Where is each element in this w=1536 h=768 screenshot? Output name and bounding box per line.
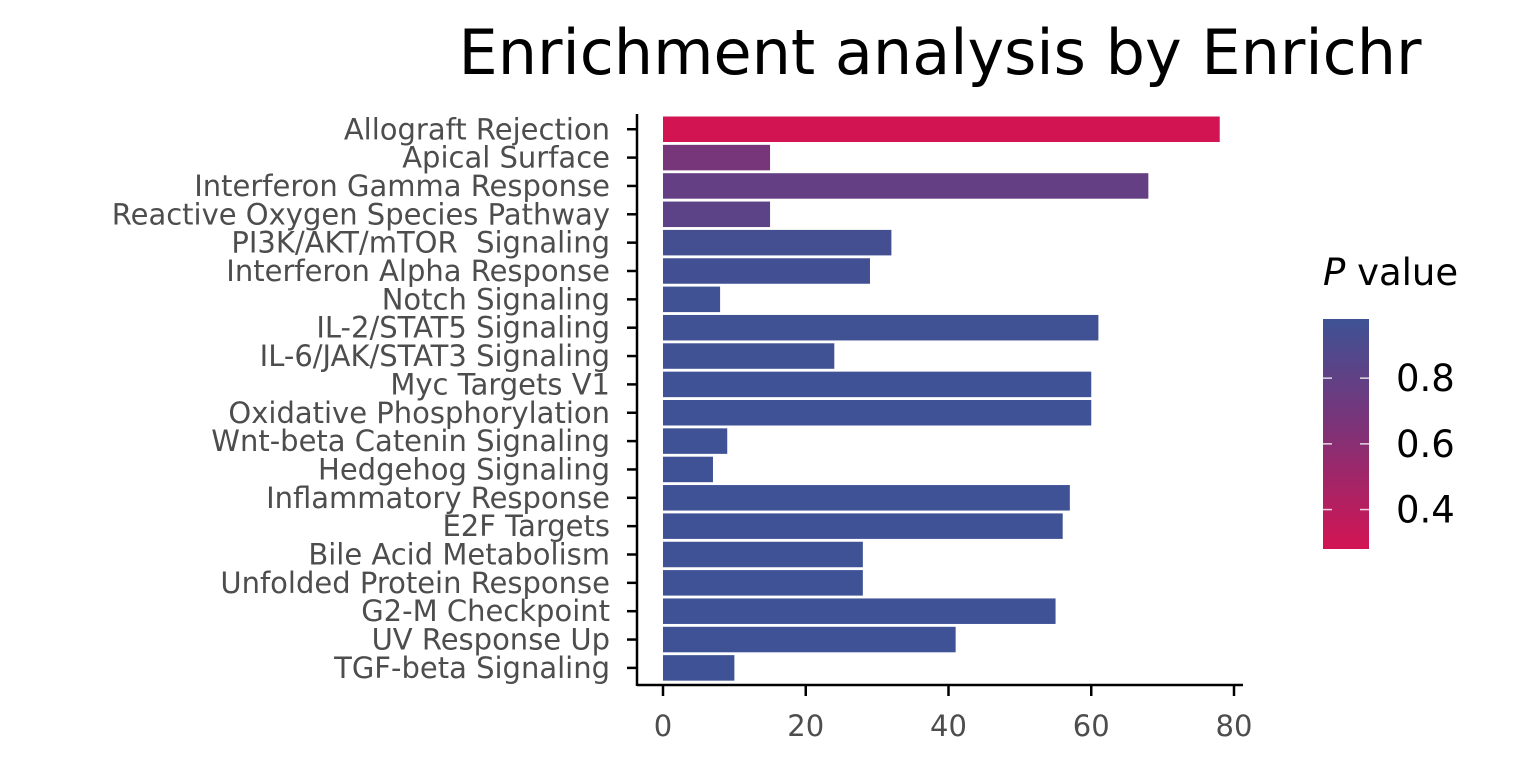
category-label: Oxidative Phosphorylation (228, 396, 610, 430)
legend-tick-label: 0.6 (1396, 423, 1455, 466)
bar (663, 570, 863, 596)
category-label: Wnt-beta Catenin Signaling (211, 424, 610, 458)
category-label: Interferon Gamma Response (194, 169, 610, 203)
bar (663, 258, 870, 284)
category-label: Interferon Alpha Response (226, 254, 610, 288)
legend-tick-label: 0.8 (1396, 357, 1455, 400)
category-label: E2F Targets (442, 509, 610, 543)
bar (663, 626, 956, 653)
bar (663, 598, 1056, 624)
legend-ticks: 0.4 0.6 0.8 (1323, 357, 1455, 532)
chart-title: Enrichment analysis by Enrichr (459, 16, 1422, 89)
category-label: Inflammatory Response (266, 481, 610, 515)
category-label: Apical Surface (402, 141, 610, 175)
category-label: TGF-beta Signaling (333, 651, 610, 685)
category-label: Bile Acid Metabolism (308, 538, 610, 572)
bar (663, 371, 1092, 398)
bar (663, 485, 1070, 511)
bars-group (663, 116, 1220, 681)
category-label: IL-6/JAK/STAT3 Signaling (260, 339, 610, 373)
pvalue-legend: P value 0.4 0.6 0.8 (1323, 251, 1458, 549)
bar (663, 541, 863, 568)
bar (663, 229, 892, 256)
category-label: G2-M Checkpoint (361, 594, 610, 628)
x-axis-ticks: 0 20 40 60 80 (654, 685, 1253, 743)
category-label: PI3K/AKT/mTOR Signaling (231, 226, 610, 260)
legend-tick-label: 0.4 (1396, 489, 1455, 532)
bar (663, 116, 1220, 142)
x-tick-label: 20 (787, 709, 824, 743)
x-tick-label: 0 (654, 709, 672, 743)
bar (663, 456, 713, 483)
legend-colorbar (1323, 319, 1369, 549)
category-label: IL-2/STAT5 Signaling (316, 311, 610, 345)
bar (663, 144, 771, 171)
bar (663, 173, 1149, 199)
y-axis-ticks (627, 128, 637, 670)
x-tick-label: 80 (1216, 709, 1253, 743)
category-label: Unfolded Protein Response (220, 566, 610, 600)
bar (663, 428, 728, 454)
legend-title-p: P (1323, 251, 1346, 294)
category-label: Myc Targets V1 (390, 367, 610, 401)
bar (663, 201, 771, 228)
legend-title: P value (1323, 251, 1458, 294)
bar (663, 513, 1063, 539)
category-label: UV Response Up (372, 623, 610, 657)
bar (663, 286, 721, 313)
bar (663, 314, 1099, 341)
bar (663, 343, 835, 369)
legend-title-value: value (1345, 251, 1458, 294)
category-label: Allograft Rejection (344, 112, 610, 146)
x-tick-label: 60 (1073, 709, 1110, 743)
category-label: Reactive Oxygen Species Pathway (112, 197, 610, 231)
category-label: Notch Signaling (382, 282, 610, 316)
bar (663, 400, 1092, 426)
x-tick-label: 40 (930, 709, 967, 743)
bar (663, 655, 735, 681)
category-label: Hedgehog Signaling (318, 452, 610, 486)
